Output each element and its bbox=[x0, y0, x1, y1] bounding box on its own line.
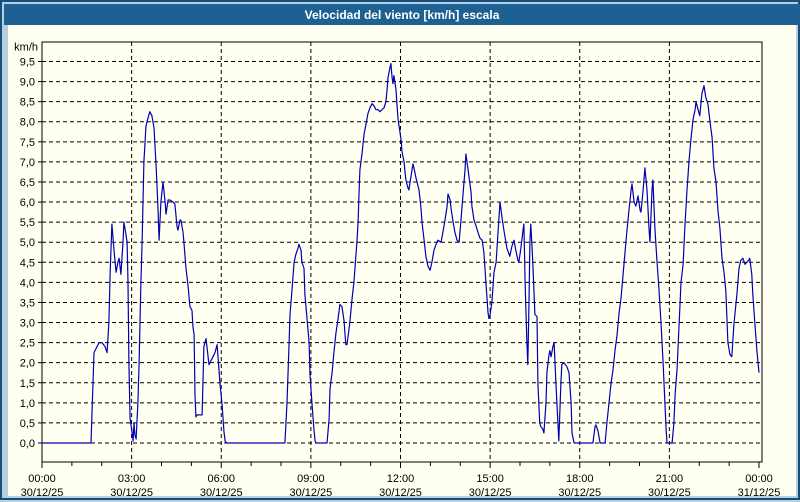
y-tick-label: 2,0 bbox=[20, 358, 35, 370]
y-tick-label: 4,0 bbox=[20, 277, 35, 289]
y-tick-label: 5,0 bbox=[20, 237, 35, 249]
x-tick-date-label: 30/12/25 bbox=[558, 487, 601, 499]
x-tick-date-label: 31/12/25 bbox=[738, 487, 781, 499]
chart-content-area bbox=[8, 25, 796, 496]
y-tick-label: 9,5 bbox=[20, 57, 35, 69]
y-tick-label: 1,0 bbox=[20, 398, 35, 410]
x-tick-date-label: 30/12/25 bbox=[289, 487, 332, 499]
y-tick-label: 6,5 bbox=[20, 177, 35, 189]
x-tick-time-label: 00:00 bbox=[28, 473, 56, 485]
y-axis-unit-label: km/h bbox=[14, 42, 38, 54]
x-tick-time-label: 15:00 bbox=[476, 473, 504, 485]
x-tick-date-label: 30/12/25 bbox=[469, 487, 512, 499]
y-tick-label: 8,5 bbox=[20, 97, 35, 109]
y-tick-label: 0,0 bbox=[20, 438, 35, 450]
x-tick-date-label: 30/12/25 bbox=[110, 487, 153, 499]
x-tick-date-label: 30/12/25 bbox=[648, 487, 691, 499]
x-tick-time-label: 12:00 bbox=[387, 473, 415, 485]
x-tick-date-label: 30/12/25 bbox=[379, 487, 422, 499]
y-tick-label: 3,0 bbox=[20, 318, 35, 330]
x-tick-date-label: 30/12/25 bbox=[21, 487, 64, 499]
x-tick-time-label: 03:00 bbox=[118, 473, 146, 485]
y-tick-label: 1,5 bbox=[20, 378, 35, 390]
y-tick-label: 8,0 bbox=[20, 117, 35, 129]
y-tick-label: 6,0 bbox=[20, 197, 35, 209]
x-tick-date-label: 30/12/25 bbox=[200, 487, 243, 499]
y-tick-label: 4,5 bbox=[20, 257, 35, 269]
x-tick-time-label: 18:00 bbox=[566, 473, 594, 485]
y-tick-label: 3,5 bbox=[20, 297, 35, 309]
chart-title: Velocidad del viento [km/h] escala bbox=[304, 7, 500, 22]
y-tick-label: 7,0 bbox=[20, 157, 35, 169]
wind-speed-series-line bbox=[42, 62, 760, 444]
y-tick-label: 5,5 bbox=[20, 217, 35, 229]
x-tick-time-label: 00:00 bbox=[745, 473, 773, 485]
y-tick-label: 9,0 bbox=[20, 77, 35, 89]
y-tick-label: 0,5 bbox=[20, 418, 35, 430]
x-tick-time-label: 06:00 bbox=[207, 473, 235, 485]
chart-title-bar: Velocidad del viento [km/h] escala bbox=[4, 4, 800, 25]
x-tick-time-label: 09:00 bbox=[297, 473, 325, 485]
x-tick-time-label: 21:00 bbox=[656, 473, 684, 485]
y-tick-label: 7,5 bbox=[20, 137, 35, 149]
y-tick-label: 2,5 bbox=[20, 338, 35, 350]
